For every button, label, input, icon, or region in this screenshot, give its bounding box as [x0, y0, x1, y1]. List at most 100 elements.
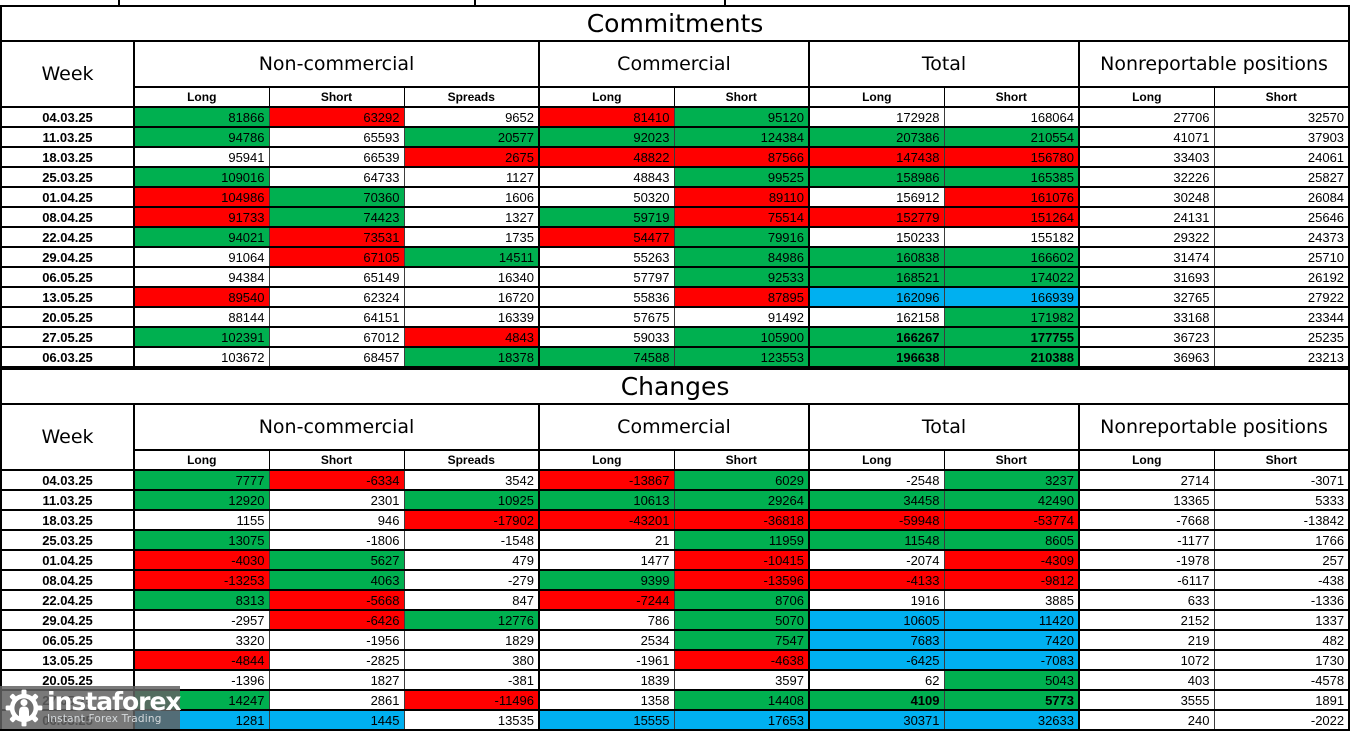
- value-cell: -381: [403, 669, 540, 691]
- value-cell: 73531: [268, 226, 405, 248]
- value-cell: 2714: [1078, 469, 1215, 491]
- value-cell: -9812: [943, 569, 1080, 591]
- value-cell: -7668: [1078, 509, 1215, 531]
- value-cell: -4638: [673, 649, 810, 671]
- column-header: Long: [808, 449, 945, 471]
- value-cell: 11420: [943, 609, 1080, 631]
- value-cell: 65593: [268, 126, 405, 148]
- value-cell: -36818: [673, 509, 810, 531]
- value-cell: 1155: [133, 509, 270, 531]
- column-header: Short: [1213, 449, 1350, 471]
- value-cell: 24061: [1213, 146, 1350, 168]
- value-cell: 160838: [808, 246, 945, 268]
- value-cell: 16720: [403, 286, 540, 308]
- value-cell: 1735: [403, 226, 540, 248]
- week-cell: 18.03.25: [0, 146, 135, 168]
- top-grid-strip: [0, 0, 1350, 5]
- value-cell: 155182: [943, 226, 1080, 248]
- value-cell: 32633: [943, 709, 1080, 731]
- value-cell: 171982: [943, 306, 1080, 328]
- value-cell: 57797: [538, 266, 675, 288]
- value-cell: -53774: [943, 509, 1080, 531]
- value-cell: -4578: [1213, 669, 1350, 691]
- table-row: 13.05.25 -4844 -2825 380 -1961 -4638 -6425 -708…: [0, 649, 1350, 671]
- instaforex-brand: instaforex: [47, 686, 182, 716]
- column-header: Long: [1078, 449, 1215, 471]
- value-cell: 5773: [943, 689, 1080, 711]
- value-cell: 74588: [538, 346, 675, 368]
- value-cell: -7244: [538, 589, 675, 611]
- value-cell: 3542: [403, 469, 540, 491]
- value-cell: 68457: [268, 346, 405, 368]
- value-cell: 7683: [808, 629, 945, 651]
- value-cell: 7420: [943, 629, 1080, 651]
- value-cell: -6117: [1078, 569, 1215, 591]
- week-cell: 13.05.25: [0, 649, 135, 671]
- instaforex-tagline: Instant Forex Trading: [47, 712, 162, 725]
- column-header: Short: [943, 449, 1080, 471]
- value-cell: 59719: [538, 206, 675, 228]
- value-cell: 8313: [133, 589, 270, 611]
- value-cell: 48843: [538, 166, 675, 188]
- value-cell: 1829: [403, 629, 540, 651]
- value-cell: -11496: [403, 689, 540, 711]
- value-cell: -2074: [808, 549, 945, 571]
- value-cell: 99525: [673, 166, 810, 188]
- table-row: 06.05.25 94384 65149 16340 57797 92533 168521 1…: [0, 266, 1350, 288]
- value-cell: 31693: [1078, 266, 1215, 288]
- week-cell: 20.05.25: [0, 669, 135, 691]
- value-cell: 786: [538, 609, 675, 631]
- week-column-header: Week: [0, 40, 135, 108]
- value-cell: 10613: [538, 489, 675, 511]
- table-row: 06.05.25 3320 -1956 1829 2534 7547 7683 7420 219…: [0, 629, 1350, 651]
- value-cell: 87895: [673, 286, 810, 308]
- value-cell: 67105: [268, 246, 405, 268]
- value-cell: 54477: [538, 226, 675, 248]
- value-cell: 25827: [1213, 166, 1350, 188]
- value-cell: 240: [1078, 709, 1215, 731]
- value-cell: 48822: [538, 146, 675, 168]
- value-cell: 25646: [1213, 206, 1350, 228]
- week-cell: 27.05.25: [0, 326, 135, 348]
- value-cell: 33168: [1078, 306, 1215, 328]
- value-cell: 62324: [268, 286, 405, 308]
- value-cell: -1177: [1078, 529, 1215, 551]
- value-cell: 105900: [673, 326, 810, 348]
- value-cell: 1445: [268, 709, 405, 731]
- value-cell: 59033: [538, 326, 675, 348]
- week-cell: 04.03.25: [0, 106, 135, 128]
- value-cell: 20577: [403, 126, 540, 148]
- value-cell: 57675: [538, 306, 675, 328]
- value-cell: 26084: [1213, 186, 1350, 208]
- column-header: Long: [538, 86, 675, 108]
- value-cell: 3320: [133, 629, 270, 651]
- value-cell: 33403: [1078, 146, 1215, 168]
- table-row: 22.04.25 8313 -5668 847 -7244 8706 1916 3885 633…: [0, 589, 1350, 611]
- week-cell: 06.05.25: [0, 629, 135, 651]
- value-cell: -43201: [538, 509, 675, 531]
- value-cell: -1961: [538, 649, 675, 671]
- value-cell: -17902: [403, 509, 540, 531]
- value-cell: 13075: [133, 529, 270, 551]
- value-cell: 207386: [808, 126, 945, 148]
- week-cell: 25.03.25: [0, 166, 135, 188]
- value-cell: -7083: [943, 649, 1080, 671]
- value-cell: 152779: [808, 206, 945, 228]
- value-cell: 12920: [133, 489, 270, 511]
- value-cell: 87566: [673, 146, 810, 168]
- value-cell: -13842: [1213, 509, 1350, 531]
- value-cell: 31474: [1078, 246, 1215, 268]
- value-cell: -1956: [268, 629, 405, 651]
- value-cell: 166939: [943, 286, 1080, 308]
- table-row: 25.03.25 13075 -1806 -1548 21 11959 11548 8605-…: [0, 529, 1350, 551]
- week-cell: 01.04.25: [0, 186, 135, 208]
- value-cell: 24131: [1078, 206, 1215, 228]
- week-column-header: Week: [0, 403, 135, 471]
- column-header: Short: [268, 449, 405, 471]
- value-cell: 150233: [808, 226, 945, 248]
- value-cell: 3597: [673, 669, 810, 691]
- value-cell: 9652: [403, 106, 540, 128]
- value-cell: 5333: [1213, 489, 1350, 511]
- column-header: Short: [943, 86, 1080, 108]
- week-cell: 29.04.25: [0, 246, 135, 268]
